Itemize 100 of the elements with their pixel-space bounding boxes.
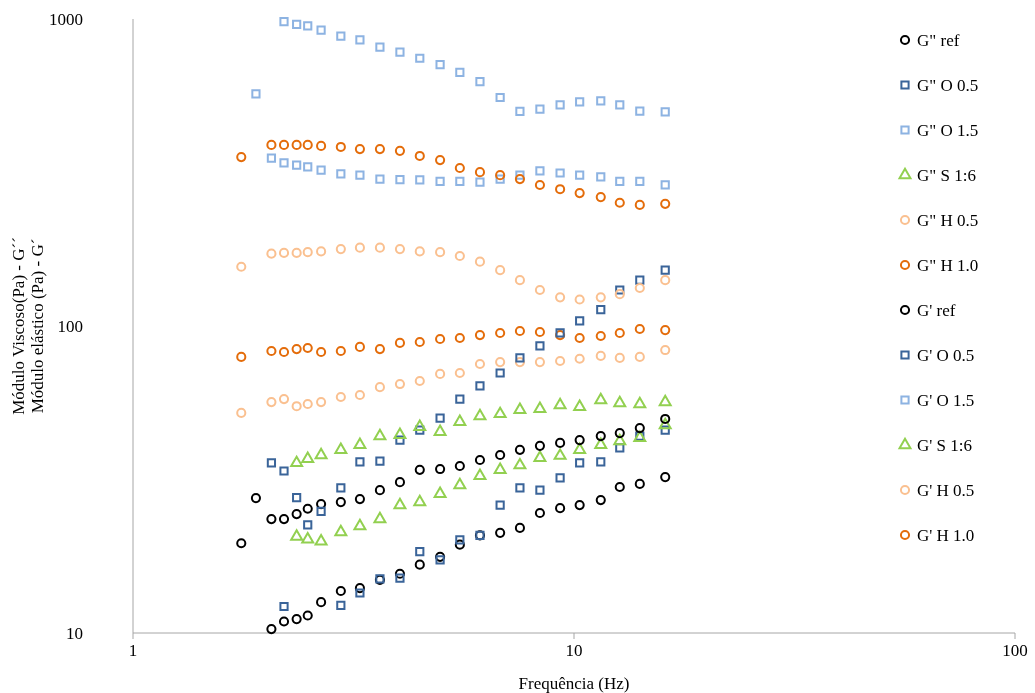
point [514,174,525,185]
point [454,460,465,472]
point [414,464,425,475]
point [375,42,385,52]
point [314,447,328,460]
point [634,478,645,489]
y-tick-label: 100 [57,317,83,336]
point [433,486,447,498]
point [433,424,447,437]
point [513,457,527,470]
point [634,423,645,434]
point [495,327,506,339]
point [395,47,405,57]
point [513,402,527,415]
point [435,333,446,345]
point [335,391,346,403]
point [535,104,545,114]
point [594,392,608,405]
point [596,457,606,467]
point [615,176,625,186]
point [316,246,327,257]
point [474,256,486,267]
point [374,382,385,393]
point [374,485,385,496]
legend-label: G' H 1.0 [917,526,975,545]
point [435,60,445,70]
point [316,165,326,175]
point [493,462,507,474]
point [515,106,525,117]
point [355,170,365,180]
point [354,341,365,352]
point [495,92,505,103]
point [635,275,645,285]
point [413,419,427,432]
point [354,242,365,253]
point [574,188,585,199]
point [336,169,346,179]
point [394,244,406,255]
x-tick-label: 10 [565,641,583,660]
point [395,174,405,185]
legend-label: G" H 1.0 [917,256,979,275]
point [393,497,407,510]
point [575,458,585,468]
point [336,483,346,493]
point [514,444,525,455]
point [334,524,348,537]
point [573,442,587,455]
point [495,449,506,461]
point [635,176,645,186]
point [454,250,465,262]
legend-label: G" H 0.5 [917,211,979,230]
point [594,437,608,450]
point [533,401,547,414]
point [335,141,346,153]
point [355,35,365,45]
point [474,330,486,341]
point [355,457,365,467]
point [415,425,425,435]
point [353,437,367,450]
point [634,199,645,210]
point [515,170,525,180]
point [316,597,327,608]
point [334,442,348,455]
point [634,282,645,294]
point [595,350,606,361]
point [514,357,525,368]
point [555,437,566,448]
y-axis-title: Módulo Viscoso(Pa) - G´´ Módulo elástico (Pa) - G´ [9,237,47,415]
point [595,431,606,442]
point [555,473,565,483]
x-tick-label: 100 [1002,641,1028,660]
point [495,174,505,184]
point [495,368,505,378]
point [555,292,566,303]
point [415,547,425,557]
point [474,167,486,178]
point [575,170,585,180]
point [495,527,506,538]
point [555,355,566,367]
point [614,197,625,208]
point [354,494,365,505]
point [335,585,346,597]
point [573,399,587,412]
point [414,559,425,570]
point [335,345,346,357]
point [395,573,405,583]
legend-label: G' O 1.5 [917,391,975,410]
point [393,427,407,440]
point [595,292,606,303]
point [614,428,625,439]
point [473,408,487,421]
point [535,341,545,351]
point [316,140,327,151]
point [395,435,405,445]
legend-label: G' ref [917,301,956,320]
point [555,100,565,110]
point [475,381,485,391]
point [534,357,545,368]
point [435,555,445,565]
point [373,428,387,441]
